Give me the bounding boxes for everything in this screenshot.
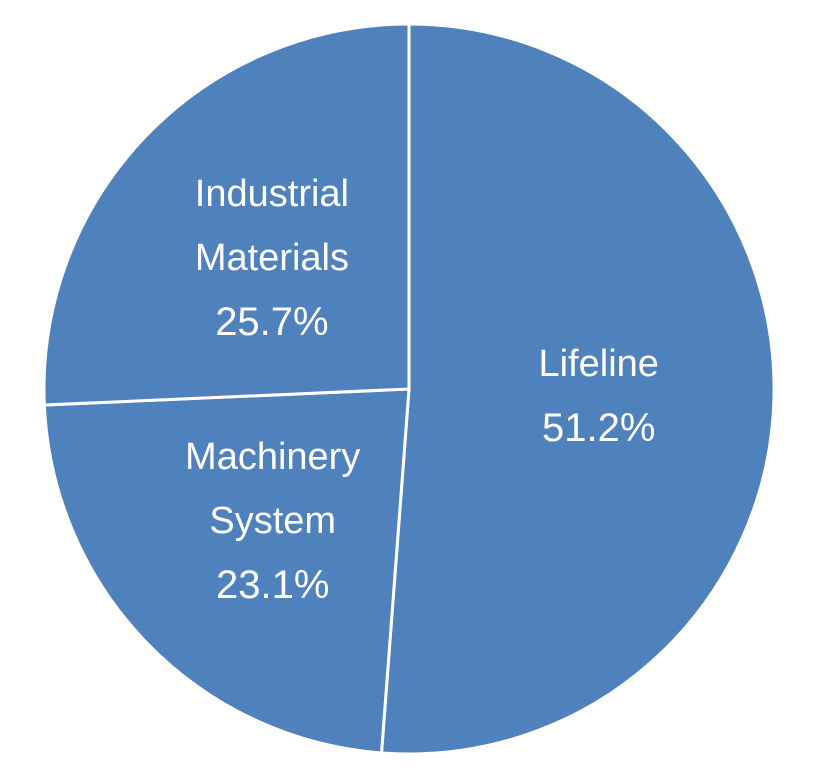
pie-slices [42,22,776,756]
pie-slice [42,387,411,755]
slice-category-label: System [209,500,336,542]
slice-value-label: 25.7% [215,300,328,344]
slice-value-label: 23.1% [216,563,329,607]
pie-slice [42,22,411,407]
slice-label-group: Lifeline 51.2% [538,343,658,450]
slice-category-label: Machinery [185,436,360,478]
slice-value-label: 51.2% [542,406,655,450]
slice-category-label: Materials [195,237,349,279]
slice-label-group: Industrial Materials 25.7% [195,173,349,344]
pie-labels: Lifeline 51.2% Machinery System 23.1% Industr… [185,173,659,607]
slice-category-label: Lifeline [538,343,658,385]
slice-category-label: Industrial [195,173,349,215]
slice-label-group: Machinery System 23.1% [185,436,360,607]
pie-slice [379,22,776,756]
